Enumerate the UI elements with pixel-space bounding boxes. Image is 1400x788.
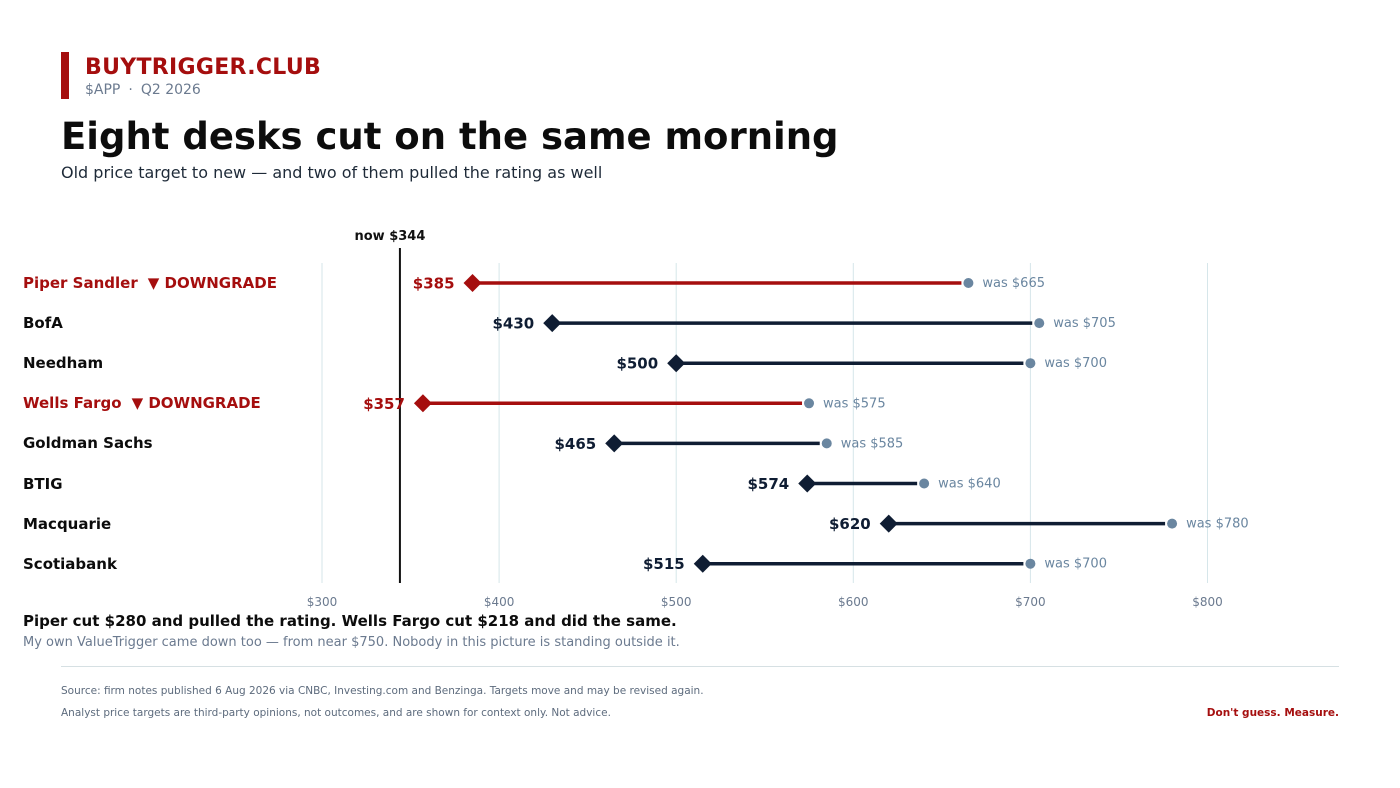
firm-name: Piper Sandler — [23, 274, 138, 292]
firm-name: BofA — [23, 314, 63, 333]
firm-label: BofA — [23, 314, 63, 332]
new-target-marker — [693, 554, 712, 573]
old-target-label: was $665 — [982, 276, 1045, 291]
x-tick-label: $800 — [1192, 595, 1223, 609]
firm-name: Macquarie — [23, 514, 112, 533]
firm-name: Wells Fargo — [23, 394, 122, 413]
firm-name: Goldman Sachs — [23, 434, 153, 453]
new-target-label: $500 — [616, 355, 658, 373]
ticker: $APP — [85, 82, 121, 98]
old-target-label: was $575 — [823, 396, 886, 411]
tagline: Don't guess. Measure. — [1206, 707, 1339, 719]
current-price-label: now $344 — [354, 229, 425, 244]
new-target-label: $620 — [829, 515, 871, 533]
new-target-marker — [413, 394, 432, 413]
firm-label: Scotiabank — [23, 555, 117, 573]
old-target-dot — [963, 278, 974, 288]
old-target-dot — [1167, 518, 1178, 529]
x-tick-label: $700 — [1015, 595, 1046, 609]
firm-label: Piper Sandler ▼ DOWNGRADE — [23, 274, 277, 292]
dumbbell-chart: $300 $400 $500 $600 $700 $800 now $344 $385 was … — [307, 229, 1249, 609]
x-tick-label: $600 — [838, 595, 869, 609]
old-target-label: was $700 — [1044, 557, 1107, 572]
old-target-label: was $585 — [841, 436, 904, 451]
old-target-dot — [1025, 358, 1036, 369]
old-target-label: was $640 — [938, 477, 1001, 492]
takeaway: Piper cut $280 and pulled the rating. We… — [23, 612, 677, 630]
downgrade-badge: ▼ DOWNGRADE — [147, 274, 277, 292]
old-target-label: was $780 — [1186, 517, 1249, 532]
period: Q2 2026 — [140, 82, 201, 98]
new-target-label: $385 — [413, 275, 455, 293]
new-target-marker — [798, 474, 817, 493]
brand-accent-bar — [61, 52, 69, 99]
firm-label: Macquarie — [23, 515, 111, 533]
new-target-label: $574 — [748, 475, 790, 493]
footer-divider — [61, 666, 1339, 667]
x-tick-label: $300 — [307, 595, 338, 609]
old-target-label: was $700 — [1044, 356, 1107, 371]
downgrade-badge: ▼ DOWNGRADE — [131, 394, 261, 413]
firm-label: BTIG — [23, 475, 63, 493]
old-target-dot — [1025, 558, 1036, 569]
firm-name: BTIG — [23, 474, 63, 493]
old-target-dot — [804, 398, 815, 409]
old-target-label: was $705 — [1053, 316, 1116, 331]
firm-name: Scotiabank — [23, 554, 117, 573]
new-target-marker — [667, 354, 686, 373]
subheadline: Old price target to new — and two of the… — [61, 163, 603, 182]
new-target-label: $515 — [643, 555, 685, 573]
source-note: Source: firm notes published 6 Aug 2026 … — [61, 685, 704, 697]
new-target-marker — [605, 434, 624, 453]
x-tick-label: $400 — [484, 595, 515, 609]
firm-label: Wells Fargo ▼ DOWNGRADE — [23, 394, 261, 412]
old-target-dot — [919, 478, 930, 489]
new-target-marker — [879, 514, 898, 533]
headline: Eight desks cut on the same morning — [61, 115, 839, 158]
new-target-marker — [543, 314, 562, 333]
separator-dot: · — [128, 82, 133, 98]
old-target-dot — [821, 438, 832, 449]
new-target-label: $465 — [554, 435, 596, 453]
new-target-label: $357 — [363, 395, 405, 413]
x-tick-label: $500 — [661, 595, 692, 609]
brand-subline: $APP · Q2 2026 — [85, 82, 201, 98]
old-target-dot — [1034, 318, 1045, 329]
new-target-marker — [463, 274, 482, 292]
firm-label: Goldman Sachs — [23, 434, 153, 452]
takeaway-note: My own ValueTrigger came down too — from… — [23, 635, 680, 650]
new-target-label: $430 — [492, 315, 534, 333]
brand-name: BUYTRIGGER.CLUB — [85, 55, 322, 80]
firm-name: Needham — [23, 354, 104, 373]
firm-label: Needham — [23, 354, 103, 372]
disclaimer: Analyst price targets are third-party op… — [61, 707, 611, 719]
